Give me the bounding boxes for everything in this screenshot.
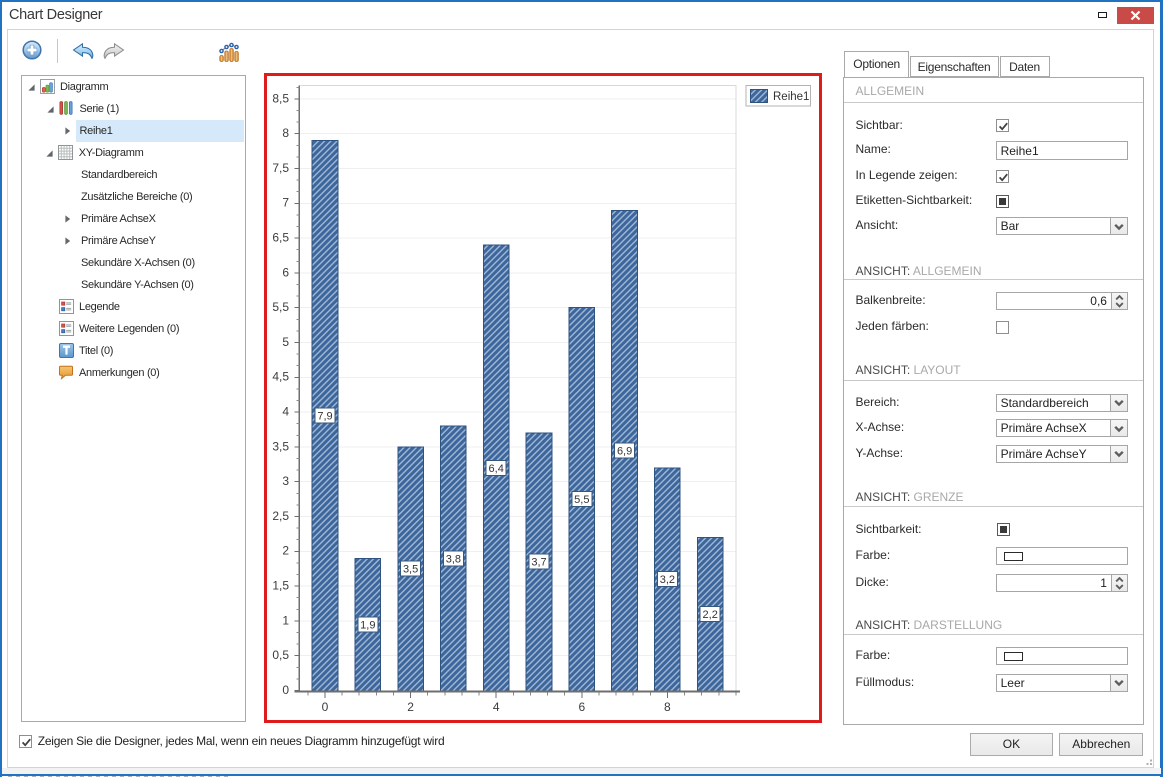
svg-text:8: 8 (282, 126, 289, 140)
svg-text:7,9: 7,9 (317, 411, 332, 423)
svg-text:3,5: 3,5 (403, 564, 418, 576)
svg-text:6,4: 6,4 (489, 463, 504, 475)
svg-text:6: 6 (578, 700, 585, 714)
svg-text:6,5: 6,5 (272, 231, 289, 245)
svg-text:5,5: 5,5 (574, 494, 589, 506)
svg-text:4: 4 (282, 405, 289, 419)
svg-text:7: 7 (282, 196, 289, 210)
svg-text:1,9: 1,9 (360, 619, 375, 631)
svg-text:6: 6 (282, 265, 289, 279)
svg-text:7,5: 7,5 (272, 161, 289, 175)
svg-text:2: 2 (282, 544, 289, 558)
svg-text:2,5: 2,5 (272, 509, 289, 523)
svg-text:4: 4 (493, 700, 500, 714)
svg-text:1: 1 (282, 613, 289, 627)
svg-text:3,8: 3,8 (446, 553, 461, 565)
svg-text:8,5: 8,5 (272, 91, 289, 105)
svg-text:0,5: 0,5 (272, 648, 289, 662)
svg-text:2,2: 2,2 (703, 609, 718, 621)
svg-text:0: 0 (322, 700, 329, 714)
svg-text:3,5: 3,5 (272, 439, 289, 453)
svg-text:3,2: 3,2 (660, 574, 675, 586)
svg-text:5,5: 5,5 (272, 300, 289, 314)
svg-text:1,5: 1,5 (272, 579, 289, 593)
svg-text:3: 3 (282, 474, 289, 488)
svg-text:6,9: 6,9 (617, 445, 632, 457)
svg-text:0: 0 (282, 683, 289, 697)
svg-text:3,7: 3,7 (531, 557, 546, 569)
svg-text:Reihe1: Reihe1 (773, 91, 809, 103)
svg-text:8: 8 (664, 700, 671, 714)
svg-text:5: 5 (282, 335, 289, 349)
svg-text:4,5: 4,5 (272, 370, 289, 384)
svg-text:2: 2 (407, 700, 414, 714)
